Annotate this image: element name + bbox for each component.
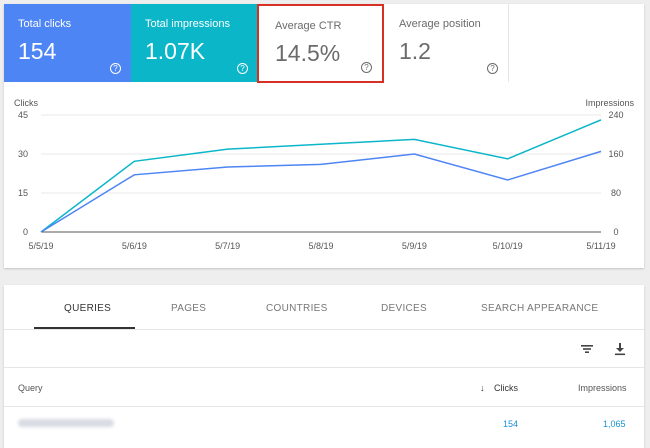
- metric-label: Total clicks: [18, 18, 72, 30]
- help-icon[interactable]: ?: [487, 63, 498, 74]
- metric-value: 1.07K: [145, 38, 206, 64]
- active-tab-indicator: [34, 327, 135, 329]
- tab-search-appearance[interactable]: SEARCH APPEARANCE: [481, 303, 599, 314]
- x-tick-label: 5/5/19: [28, 241, 53, 251]
- table-header-row: Query ↓ Clicks Impressions: [4, 367, 644, 407]
- series-line-impressions: [40, 119, 602, 233]
- column-header-clicks[interactable]: Clicks: [494, 383, 518, 393]
- tab-countries[interactable]: COUNTRIES: [266, 303, 328, 314]
- x-tick-label: 5/7/19: [215, 241, 240, 251]
- column-header-impressions[interactable]: Impressions: [578, 383, 627, 393]
- metric-total-clicks[interactable]: Total clicks 154 ?: [4, 4, 131, 82]
- metric-value: 154: [18, 38, 57, 64]
- tab-queries[interactable]: QUERIES: [64, 303, 112, 314]
- tab-bar: QUERIES PAGES COUNTRIES DEVICES SEARCH A…: [4, 285, 644, 330]
- metric-average-position[interactable]: Average position 1.2 ?: [385, 4, 509, 82]
- metric-label: Average position: [399, 18, 481, 30]
- x-tick-label: 5/8/19: [308, 241, 333, 251]
- y-tick-label-right: 0: [613, 227, 618, 237]
- y-tick-label-right: 160: [608, 149, 623, 159]
- y-tick-label-right: 80: [611, 188, 621, 198]
- metric-label: Total impressions: [145, 18, 230, 30]
- row-clicks: 154: [503, 419, 519, 429]
- x-tick-label: 5/9/19: [402, 241, 427, 251]
- y-tick-label-left: 30: [18, 149, 28, 159]
- sort-desc-icon[interactable]: ↓: [480, 383, 485, 393]
- help-icon[interactable]: ?: [237, 63, 248, 74]
- x-tick-label: 5/6/19: [122, 241, 147, 251]
- filter-icon[interactable]: [580, 342, 594, 356]
- performance-card: Total clicks 154 ? Total impressions 1.0…: [4, 4, 644, 268]
- metric-label: Average CTR: [275, 20, 342, 32]
- x-tick-label: 5/10/19: [493, 241, 523, 251]
- dimension-table-card: QUERIES PAGES COUNTRIES DEVICES SEARCH A…: [4, 285, 644, 448]
- metric-total-impressions[interactable]: Total impressions 1.07K ?: [131, 4, 258, 82]
- y-tick-label-left: 15: [18, 188, 28, 198]
- column-header-query[interactable]: Query: [18, 383, 43, 393]
- metric-value: 1.2: [399, 38, 431, 64]
- tab-devices[interactable]: DEVICES: [381, 303, 428, 314]
- metric-average-ctr[interactable]: Average CTR 14.5% ?: [257, 4, 384, 83]
- row-impressions: 1,065: [603, 419, 626, 429]
- y-axis-label-right: Impressions: [585, 98, 634, 108]
- series-line-clicks: [40, 150, 602, 233]
- x-tick-label: 5/11/19: [586, 241, 615, 251]
- y-tick-label-left: 0: [23, 227, 28, 237]
- metric-value: 14.5%: [275, 40, 341, 66]
- query-text-redacted[interactable]: [18, 419, 114, 427]
- y-tick-label-left: 45: [18, 110, 28, 120]
- table-row[interactable]: 154 1,065: [4, 407, 644, 441]
- help-icon[interactable]: ?: [110, 63, 121, 74]
- y-tick-label-right: 240: [608, 110, 623, 120]
- y-axis-label-left: Clicks: [14, 98, 38, 108]
- tab-pages[interactable]: PAGES: [171, 303, 207, 314]
- download-icon[interactable]: [613, 342, 627, 356]
- help-icon[interactable]: ?: [361, 62, 372, 73]
